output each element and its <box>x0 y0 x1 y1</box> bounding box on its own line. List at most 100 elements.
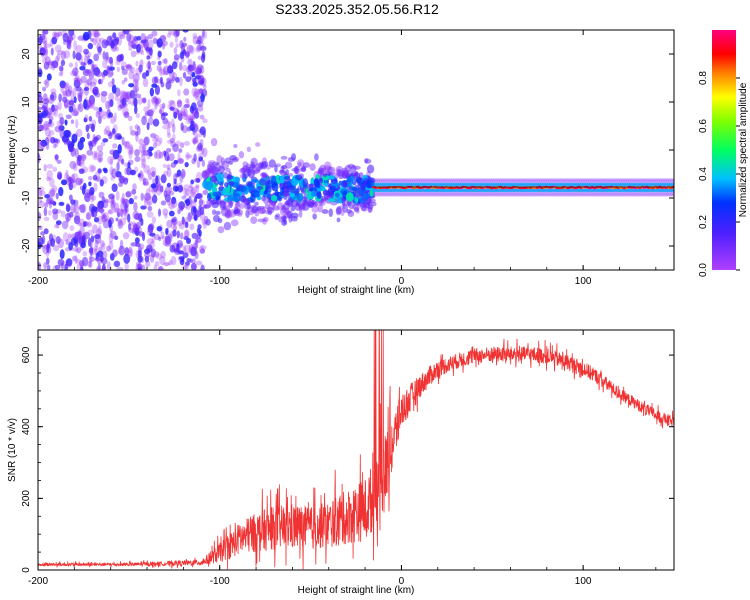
spectrogram-cell <box>147 200 151 206</box>
spectrogram-cell <box>43 41 47 48</box>
spectrogram-cell <box>102 69 108 77</box>
spectrogram-cell <box>154 261 160 267</box>
spectrogram-cell <box>95 70 102 78</box>
spectrogram-cell <box>659 191 664 197</box>
spectrogram-cell <box>328 175 336 180</box>
spectrogram-cell <box>77 103 82 110</box>
spectrogram-cell <box>98 150 104 157</box>
spectrogram-cell <box>183 140 191 146</box>
spectrogram-cell <box>198 245 205 254</box>
spectrogram-cell <box>125 64 131 69</box>
spectrogram-cell <box>309 163 316 171</box>
spectrogram-cell <box>87 123 93 129</box>
spectrogram-cell <box>611 191 617 197</box>
spectrogram-cell <box>119 239 124 250</box>
x-tick-label: -100 <box>210 276 230 287</box>
spectrogram-cell <box>171 76 176 82</box>
spectrogram-cell <box>68 176 72 187</box>
spectrogram-cell <box>101 214 108 223</box>
spectrogram-cell <box>142 77 149 88</box>
spectrogram-cell <box>345 192 354 202</box>
spectrogram-cell <box>146 169 151 176</box>
spectrogram-cell <box>111 84 117 94</box>
spectrogram-cell <box>168 260 173 266</box>
spectrogram-cell <box>89 256 95 262</box>
spectrogram-cell <box>203 215 209 225</box>
spectrogram-cell <box>194 177 200 183</box>
spectrogram-cell <box>58 65 64 72</box>
spectrogram-cell <box>506 178 511 184</box>
spectrogram-cell <box>560 178 566 184</box>
spectrogram-cell <box>166 219 173 229</box>
spectrogram-cell <box>115 55 123 62</box>
spectrogram-cell <box>530 191 535 197</box>
spectrogram-cell <box>78 93 83 103</box>
spectrogram-cell <box>280 205 285 210</box>
spectrogram-cell <box>92 87 99 94</box>
spectrogram-cell <box>266 180 273 184</box>
spectrogram-cell <box>444 191 450 197</box>
spectrogram-cell <box>651 178 657 184</box>
spectrogram-cell <box>192 60 196 71</box>
spectrogram-cell <box>466 191 471 197</box>
spectrogram-cell <box>497 191 502 197</box>
spectrogram-cell <box>297 185 302 191</box>
spectrogram-cell <box>68 194 73 201</box>
spectrogram-cell <box>56 173 61 180</box>
spectrogram-cell <box>479 191 484 197</box>
spectrogram-cell <box>653 178 659 184</box>
spectrogram-cell <box>88 164 95 173</box>
spectrogram-cell <box>263 196 269 205</box>
spectrogram-cell <box>58 124 62 133</box>
y-tick-label: 200 <box>21 490 32 507</box>
spectrogram-cell <box>284 161 293 169</box>
spectrogram-cell <box>602 191 608 197</box>
spectrogram-cell <box>666 178 671 184</box>
spectrogram-cell <box>75 118 79 129</box>
spectrogram-cell <box>106 65 110 75</box>
spectrogram-cell <box>550 178 555 184</box>
spectrogram-cell <box>183 103 190 109</box>
spectrogram-cell <box>152 194 158 204</box>
spectrogram-cell <box>203 204 212 209</box>
spectrogram-cell <box>127 161 131 169</box>
spectrogram-cell <box>146 195 154 206</box>
spectrogram-cell <box>43 43 48 54</box>
spectrogram-cell <box>134 93 142 99</box>
spectrogram-cell <box>123 111 130 119</box>
spectrogram-cell <box>162 124 169 130</box>
spectrogram-cell <box>149 166 157 176</box>
spectrogram-cell <box>582 178 588 184</box>
spectrogram-cell <box>461 191 466 197</box>
spectrogram-cell <box>80 75 87 84</box>
spectrogram-cell <box>224 182 229 188</box>
spectrogram-cell <box>101 72 106 81</box>
spectrogram-cell <box>185 188 190 197</box>
spectrogram-cell <box>553 178 559 184</box>
spectrogram-cell <box>142 177 147 186</box>
spectrogram-cell <box>163 170 169 176</box>
spectrogram-cell <box>188 195 192 205</box>
spectrogram-cell <box>268 159 276 168</box>
spectrogram-cell <box>410 178 415 184</box>
spectrogram-cell <box>107 155 114 165</box>
spectrogram-cell <box>599 178 604 184</box>
spectrogram-cell <box>314 153 319 161</box>
spectrogram-cell <box>497 178 502 184</box>
spectrogram-cell <box>115 190 120 201</box>
spectrogram-cell <box>144 198 148 209</box>
spectrogram-cell <box>186 44 194 53</box>
spectrogram-cell <box>606 178 611 184</box>
spectrogram-cell <box>459 191 464 197</box>
spectrogram-cell <box>164 235 168 244</box>
spectrogram-cell <box>117 152 122 162</box>
spectrogram-cell <box>570 178 575 184</box>
spectrogram-cell <box>190 186 197 195</box>
spectrogram-cell <box>121 97 127 107</box>
spectrogram-cell <box>328 208 333 217</box>
spectrogram-cell <box>264 209 272 215</box>
spectrogram-cell <box>109 199 116 206</box>
spectrogram-cell <box>60 84 64 94</box>
spectrogram-cell <box>404 191 410 197</box>
spectrogram-cell <box>57 101 62 111</box>
